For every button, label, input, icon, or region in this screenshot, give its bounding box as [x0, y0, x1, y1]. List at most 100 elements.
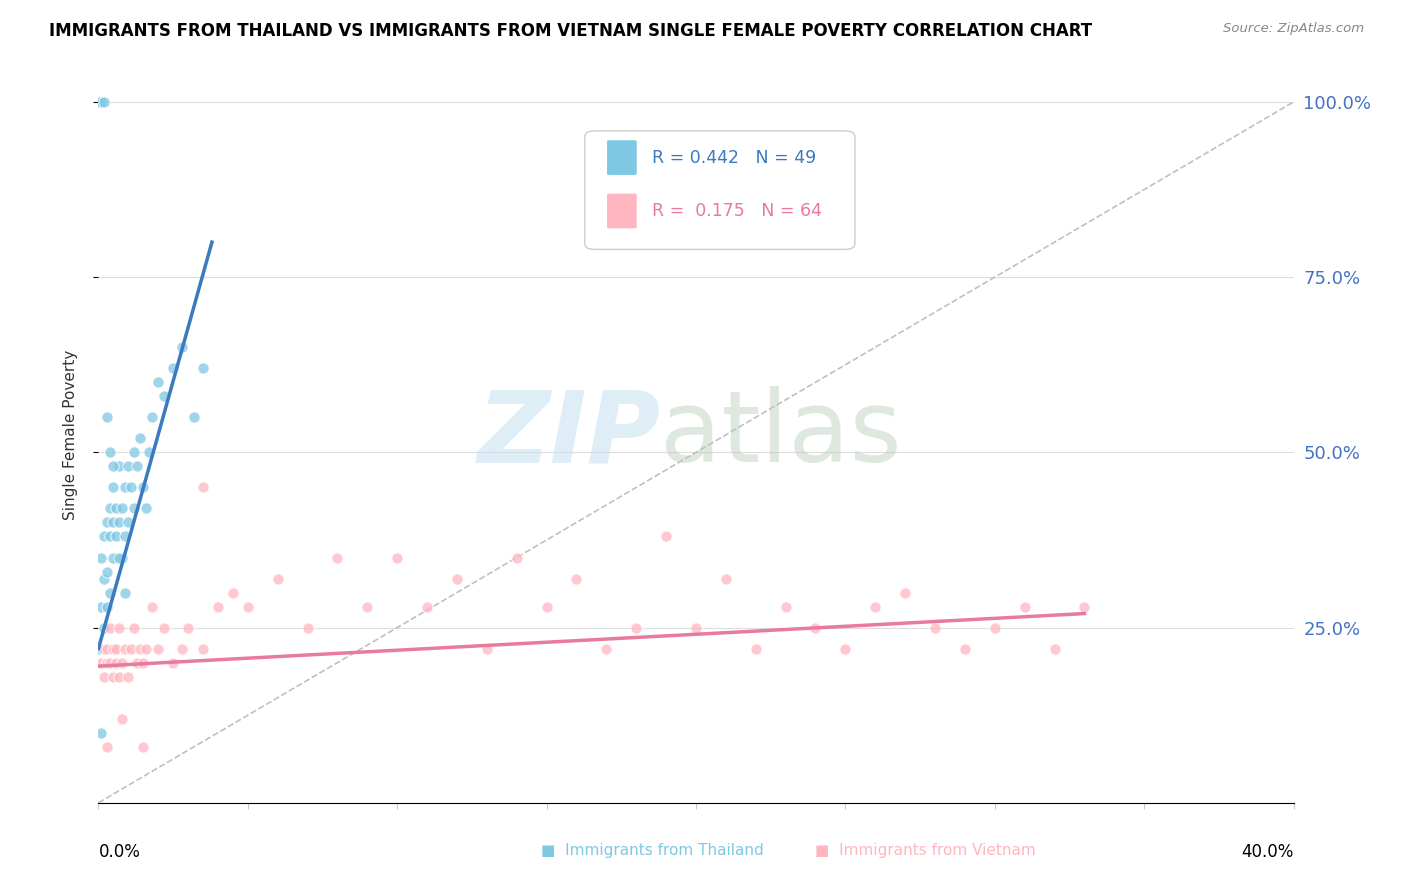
Text: atlas: atlas [661, 386, 901, 483]
Point [153, 389, 176, 403]
Text: R =  0.175   N = 64: R = 0.175 N = 64 [652, 202, 821, 220]
FancyBboxPatch shape [606, 193, 637, 229]
Point [108, 459, 131, 474]
Point [356, 599, 378, 614]
Point [172, 340, 194, 354]
Point [105, 656, 128, 670]
Point [111, 501, 134, 516]
Point [924, 621, 946, 635]
Point [93, 95, 115, 109]
Point [834, 641, 856, 656]
Point [745, 641, 768, 656]
Point [207, 599, 229, 614]
Point [117, 670, 139, 684]
Point [108, 550, 131, 565]
Point [132, 480, 155, 494]
Point [446, 572, 468, 586]
Point [93, 670, 115, 684]
Point [103, 459, 125, 474]
Point [111, 712, 134, 726]
Point [565, 572, 588, 586]
Point [120, 641, 142, 656]
Point [894, 585, 917, 599]
Point [127, 459, 149, 474]
Point [1073, 599, 1095, 614]
Point [111, 550, 134, 565]
Point [96, 599, 118, 614]
Point [98, 621, 122, 635]
Point [103, 641, 125, 656]
Point [98, 656, 122, 670]
Point [141, 410, 163, 425]
Point [120, 480, 142, 494]
Point [148, 641, 170, 656]
Point [177, 621, 200, 635]
Point [127, 656, 149, 670]
Point [98, 529, 122, 543]
FancyBboxPatch shape [585, 131, 855, 250]
Point [98, 445, 122, 459]
Point [191, 480, 214, 494]
Point [98, 501, 122, 516]
Point [114, 529, 136, 543]
Point [162, 361, 184, 376]
Text: R = 0.442   N = 49: R = 0.442 N = 49 [652, 149, 815, 167]
Point [172, 641, 194, 656]
Point [96, 656, 118, 670]
Point [114, 480, 136, 494]
Point [114, 585, 136, 599]
Point [93, 621, 115, 635]
Point [93, 572, 115, 586]
Point [138, 445, 160, 459]
FancyBboxPatch shape [606, 139, 637, 176]
Point [1043, 641, 1066, 656]
Point [236, 599, 259, 614]
Point [96, 516, 118, 530]
Point [626, 621, 648, 635]
Point [984, 621, 1007, 635]
Point [93, 641, 115, 656]
Point [267, 572, 290, 586]
Point [135, 641, 157, 656]
Point [90, 599, 112, 614]
Point [96, 641, 118, 656]
Point [153, 621, 176, 635]
Point [87, 95, 110, 109]
Text: ■  Immigrants from Thailand: ■ Immigrants from Thailand [541, 843, 763, 858]
Point [108, 670, 131, 684]
Point [506, 550, 529, 565]
Point [385, 550, 409, 565]
Point [775, 599, 797, 614]
Point [129, 641, 152, 656]
Point [90, 550, 112, 565]
Text: 40.0%: 40.0% [1241, 843, 1294, 862]
Point [595, 641, 617, 656]
Point [191, 641, 214, 656]
Point [103, 550, 125, 565]
Point [108, 516, 131, 530]
Point [183, 410, 205, 425]
Point [132, 656, 155, 670]
Point [162, 656, 184, 670]
Y-axis label: Single Female Poverty: Single Female Poverty [63, 350, 77, 520]
Point [111, 656, 134, 670]
Point [416, 599, 439, 614]
Point [326, 550, 349, 565]
Point [103, 516, 125, 530]
Text: IMMIGRANTS FROM THAILAND VS IMMIGRANTS FROM VIETNAM SINGLE FEMALE POVERTY CORREL: IMMIGRANTS FROM THAILAND VS IMMIGRANTS F… [49, 22, 1092, 40]
Point [953, 641, 976, 656]
Point [191, 361, 214, 376]
Point [714, 572, 737, 586]
Point [90, 95, 112, 109]
Point [536, 599, 558, 614]
Point [108, 621, 131, 635]
Point [124, 445, 146, 459]
Point [103, 480, 125, 494]
Point [129, 431, 152, 445]
Text: 0.0%: 0.0% [98, 843, 141, 862]
Point [93, 529, 115, 543]
Point [132, 739, 155, 754]
Point [117, 516, 139, 530]
Point [114, 641, 136, 656]
Point [685, 621, 707, 635]
